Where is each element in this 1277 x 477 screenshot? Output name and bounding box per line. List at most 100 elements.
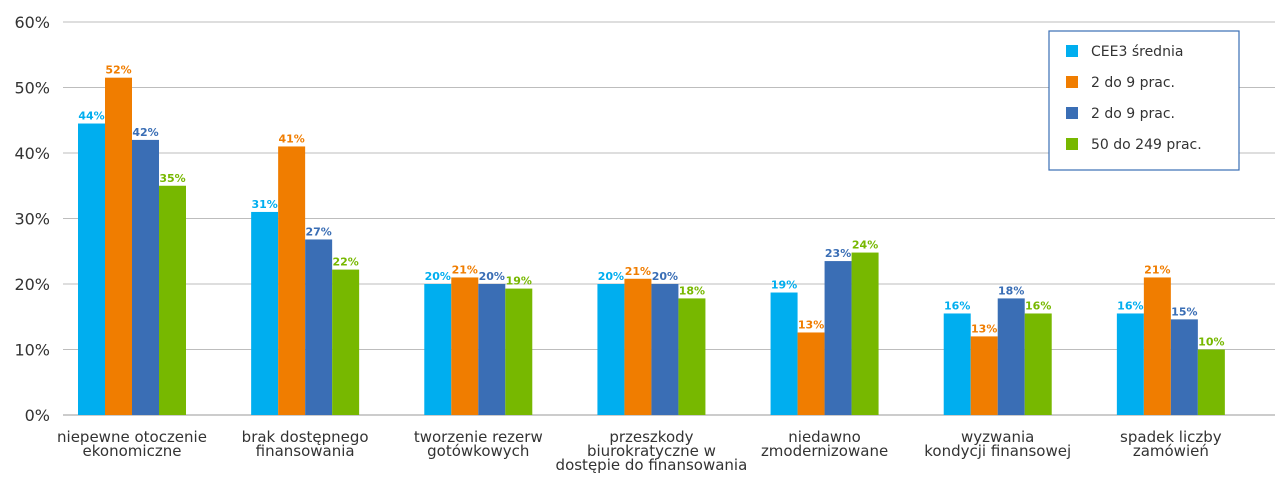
data-label: 42% — [132, 126, 158, 139]
x-tick-label-line: ekonomiczne — [83, 442, 182, 460]
data-label: 13% — [798, 318, 824, 331]
bar — [305, 239, 333, 415]
data-label: 19% — [506, 275, 532, 288]
bar — [451, 277, 479, 415]
bar — [597, 284, 625, 415]
x-tick-label-line: gotówkowych — [427, 442, 529, 460]
x-tick-label-line: niedawno — [788, 428, 861, 446]
x-tick-label-line: wyzwania — [961, 428, 1034, 446]
x-tick-label-line: brak dostępnego — [242, 428, 369, 446]
data-label: 27% — [305, 225, 331, 238]
legend-label: 2 do 9 prac. — [1091, 75, 1175, 91]
x-tick-label-line: przeszkody — [609, 428, 693, 446]
data-label: 44% — [78, 110, 104, 123]
bar — [332, 269, 360, 415]
data-label: 21% — [452, 263, 478, 276]
bar — [278, 146, 306, 415]
legend-swatch — [1066, 76, 1078, 88]
data-label: 16% — [1117, 299, 1143, 312]
bar — [770, 292, 798, 415]
bar — [159, 185, 186, 415]
bar — [105, 77, 132, 416]
bar — [424, 284, 452, 415]
x-tick-label-line: finansowania — [256, 442, 355, 460]
legend-box — [1048, 30, 1240, 171]
data-label: 16% — [1025, 299, 1051, 312]
bar — [1197, 349, 1225, 415]
y-tick-label: 40% — [14, 144, 50, 163]
legend-swatch — [1066, 107, 1078, 119]
data-label: 20% — [479, 270, 505, 283]
x-tick-label: wyzwania kondycji finansowej — [924, 428, 1071, 460]
legend-label: CEE3 średnia — [1091, 44, 1183, 60]
data-label: 35% — [159, 172, 185, 185]
data-label: 22% — [332, 256, 358, 269]
data-label: 10% — [1198, 336, 1224, 349]
data-label: 52% — [105, 64, 131, 77]
y-tick-label: 60% — [14, 13, 50, 32]
y-tick-label: 10% — [14, 341, 50, 360]
data-label: 16% — [944, 299, 970, 312]
legend-swatch — [1066, 45, 1078, 57]
legend-label: 50 do 249 prac. — [1091, 137, 1202, 153]
x-tick-label-line: biurokratyczne w — [587, 442, 716, 460]
y-tick-label: 0% — [25, 406, 50, 425]
x-tick-label: spadek liczby zamówień — [1120, 428, 1222, 460]
x-tick-label: niedawno zmodernizowane — [761, 428, 888, 460]
data-label: 24% — [852, 239, 878, 252]
bar — [505, 288, 533, 415]
bar — [997, 298, 1025, 415]
bar — [251, 211, 279, 415]
bar — [1116, 313, 1144, 415]
legend-swatch — [1066, 138, 1078, 150]
data-label: 18% — [998, 284, 1024, 297]
bar — [651, 284, 679, 415]
legend-label: 2 do 9 prac. — [1091, 106, 1175, 122]
bar — [132, 139, 159, 415]
bar — [824, 261, 852, 415]
y-axis-ticks: 0% 10% 20% 30% 40% 50% 60% — [14, 13, 50, 425]
data-label: 21% — [1144, 263, 1170, 276]
x-tick-label-line: niepewne otoczenie — [57, 428, 207, 446]
data-label: 21% — [625, 265, 651, 278]
data-label: 23% — [825, 247, 851, 260]
bar — [970, 336, 998, 415]
x-tick-label-line: dostępie do finansowania — [556, 456, 748, 474]
y-tick-label: 20% — [14, 275, 50, 294]
bar — [624, 278, 652, 415]
bar — [678, 298, 706, 415]
x-tick-label: niepewne otoczenie ekonomiczne — [57, 428, 207, 460]
bar — [797, 332, 825, 415]
bar — [943, 313, 971, 415]
bars — [78, 77, 1225, 416]
x-tick-label: tworzenie rezerw gotówkowych — [414, 428, 543, 460]
x-axis-ticks: niepewne otoczenie ekonomiczne brak dostęp… — [57, 428, 1222, 474]
x-tick-label-line: kondycji finansowej — [924, 442, 1071, 460]
data-label: 20% — [425, 270, 451, 283]
data-label: 31% — [251, 198, 277, 211]
bar — [78, 123, 105, 416]
data-label: 15% — [1171, 305, 1197, 318]
x-tick-label: brak dostępnego finansowania — [242, 428, 369, 460]
y-tick-label: 50% — [14, 79, 50, 98]
data-label: 19% — [771, 279, 797, 292]
data-label: 18% — [679, 284, 705, 297]
x-tick-label-line: spadek liczby — [1120, 428, 1222, 446]
y-tick-label: 30% — [14, 210, 50, 229]
bar — [1024, 313, 1052, 415]
x-tick-label-line: tworzenie rezerw — [414, 428, 543, 446]
bar — [1143, 277, 1171, 415]
x-tick-label-line: zamówień — [1133, 442, 1209, 460]
bar — [1170, 319, 1198, 415]
x-tick-label-line: zmodernizowane — [761, 442, 888, 460]
bar — [851, 252, 879, 415]
data-label: 20% — [598, 270, 624, 283]
data-labels: 44%52%42%35%31%41%27%22%20%21%20% 19% 20% 2… — [78, 64, 1224, 349]
data-label: 41% — [278, 132, 304, 145]
data-label: 13% — [971, 322, 997, 335]
legend: CEE3 średnia 2 do 9 prac. 2 do 9 prac. 50 d… — [1048, 30, 1240, 171]
bar — [478, 284, 506, 415]
x-tick-label: przeszkody biurokratyczne w dostępie do fi… — [556, 428, 748, 474]
